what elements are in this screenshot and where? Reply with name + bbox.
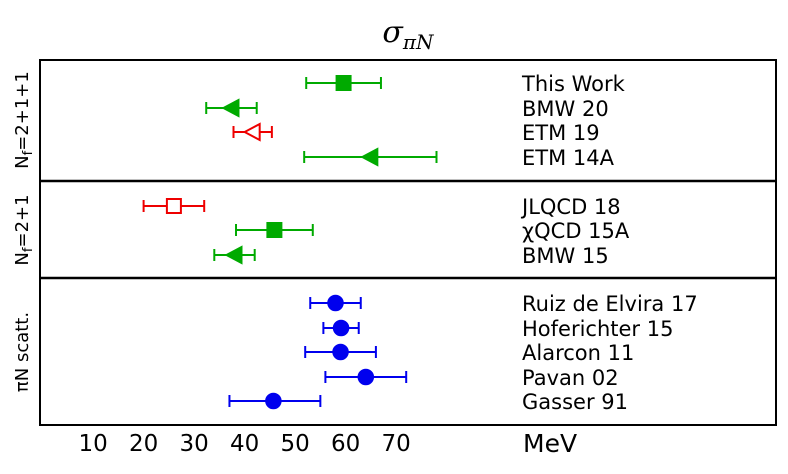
group-3-entry-3-marker — [332, 343, 349, 361]
x-tick-30: 30 — [179, 431, 208, 457]
group-2-entry-2-marker — [266, 222, 283, 238]
group-3-entry-5-label: Gasser 91 — [522, 390, 628, 414]
group-1-entry-4-marker — [360, 147, 379, 167]
group-2-entry-1-marker — [165, 198, 182, 214]
group-2-label: Nf=2+1 — [12, 194, 36, 265]
group-2-entry-3-label: BMW 15 — [522, 244, 609, 268]
chart-title-main: σ — [382, 15, 404, 50]
x-tick-10: 10 — [78, 431, 107, 457]
group-3-entry-4-marker — [357, 368, 375, 386]
chart-title-subscript: πN — [402, 30, 435, 54]
group-1-label: Nf=2+1+1 — [12, 71, 36, 169]
x-tick-20: 20 — [129, 431, 158, 457]
group-3-entry-1-label: Ruiz de Elvira 17 — [522, 292, 698, 316]
group-3-entry-2-marker — [332, 319, 350, 337]
group-labels: Nf=2+1+1 Nf=2+1 πN scatt. — [12, 71, 36, 392]
x-tick-40: 40 — [230, 431, 259, 457]
group-3-entry-2-label: Hoferichter 15 — [522, 317, 673, 341]
group-3-entry-4-label: Pavan 02 — [522, 366, 619, 390]
x-tick-50: 50 — [280, 431, 309, 457]
x-unit-label: MeV — [523, 429, 577, 458]
group-1-entry-2-label: BMW 20 — [522, 97, 609, 121]
x-tick-labels: 10 20 30 40 50 60 70 — [78, 431, 410, 457]
group-3-entry-1-marker — [327, 294, 344, 312]
group-3-label: πN scatt. — [12, 312, 33, 392]
x-tick-60: 60 — [331, 431, 360, 457]
group-2-entry-1-label: JLQCD 18 — [520, 195, 621, 219]
group-1-entry-2-marker — [221, 98, 240, 118]
group-1-entry-1-label: This Work — [521, 72, 626, 96]
x-tick-70: 70 — [381, 431, 410, 457]
group-3-entry-3-label: Alarcon 11 — [522, 341, 634, 365]
group-1-entry-3-label: ETM 19 — [522, 121, 600, 145]
plot-frame — [39, 59, 777, 426]
group-1-entry-3-marker — [242, 122, 261, 142]
chart-title: σπN — [382, 15, 435, 54]
group-1-entry-1-marker — [335, 75, 352, 91]
group-2-entry-2-label: χQCD 15A — [522, 219, 630, 243]
group-2-entry-3-marker — [224, 245, 243, 265]
group-3-entry-5-marker — [265, 392, 282, 410]
group-1-entry-4-label: ETM 14A — [522, 146, 615, 170]
